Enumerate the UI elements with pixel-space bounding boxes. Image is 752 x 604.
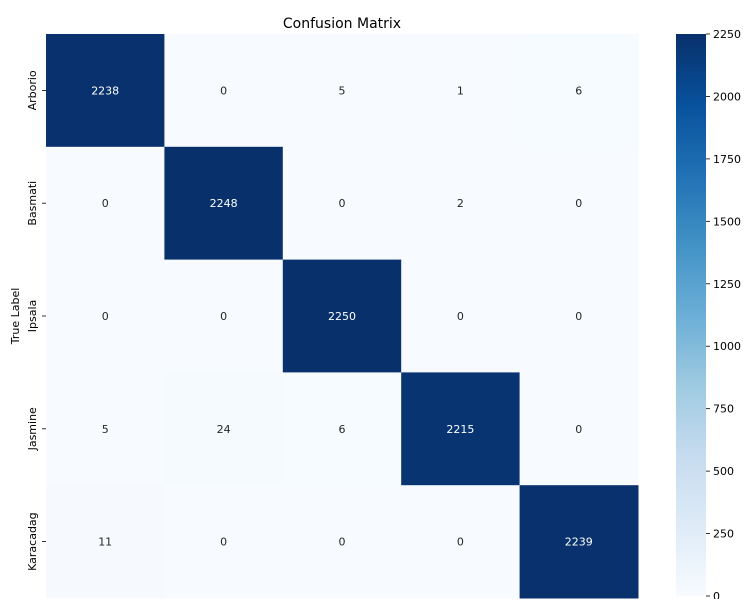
cell-value-label: 0 <box>220 536 227 549</box>
heatmap-cell <box>282 372 402 486</box>
cell-value-label: 2215 <box>446 423 474 436</box>
row-tick-label: Karacadag <box>26 512 39 571</box>
colorbar-gradient <box>676 34 706 596</box>
heatmap-cell <box>401 372 521 486</box>
cell-value-label: 2248 <box>210 197 238 210</box>
colorbar-tick-label: 500 <box>713 465 734 478</box>
heatmap-cell <box>46 485 165 599</box>
heatmap-cell <box>519 485 639 599</box>
colorbar-tick-label: 1250 <box>713 278 741 291</box>
cell-value-label: 0 <box>339 197 346 210</box>
cell-value-label: 6 <box>575 84 582 97</box>
cell-value-label: 2238 <box>91 84 119 97</box>
heatmap-cell <box>164 372 284 486</box>
colorbar-tick-label: 1500 <box>713 215 741 228</box>
cell-value-label: 2 <box>457 197 464 210</box>
cell-value-label: 0 <box>575 423 582 436</box>
heatmap-cell <box>401 34 521 148</box>
cell-value-label: 0 <box>102 310 109 323</box>
cell-value-label: 2239 <box>565 536 593 549</box>
heatmap-cell <box>164 485 284 599</box>
heatmap-cells <box>46 34 639 599</box>
heatmap-cell <box>46 259 165 373</box>
chart-title: Confusion Matrix <box>283 16 401 32</box>
heatmap-cell <box>401 146 521 261</box>
heatmap-cell <box>164 34 284 148</box>
heatmap-cell <box>164 146 284 261</box>
heatmap-cell <box>519 259 639 373</box>
heatmap-cell <box>282 34 402 148</box>
colorbar-tick-label: 2000 <box>713 90 741 103</box>
heatmap-cell <box>519 146 639 261</box>
cell-value-label: 1 <box>457 84 464 97</box>
cell-value-label: 5 <box>339 84 346 97</box>
cell-value-label: 24 <box>217 423 231 436</box>
row-tick-label: Jasmine <box>26 407 39 451</box>
cell-value-label: 6 <box>339 423 346 436</box>
heatmap-cell <box>46 146 165 261</box>
cell-value-label: 0 <box>102 197 109 210</box>
heatmap-cell <box>46 372 165 486</box>
colorbar-tick-label: 750 <box>713 403 734 416</box>
cell-value-label: 0 <box>339 536 346 549</box>
heatmap-cell <box>519 34 639 148</box>
colorbar-tick-label: 1000 <box>713 340 741 353</box>
y-axis-label: True Label <box>9 288 22 346</box>
heatmap-cell <box>519 372 639 486</box>
row-tick-labels: Arborio Basmati Ipsala Jasmine Karacadag <box>26 70 46 571</box>
colorbar-tick-label: 1750 <box>713 153 741 166</box>
cell-value-label: 0 <box>575 197 582 210</box>
heatmap-cell <box>401 485 521 599</box>
heatmap-cell <box>401 259 521 373</box>
row-tick-label: Ipsala <box>26 300 39 333</box>
heatmap-cell <box>282 259 402 373</box>
cell-value-label: 0 <box>457 536 464 549</box>
colorbar-tick-label: 0 <box>713 590 720 599</box>
colorbar-tick-label: 250 <box>713 528 734 541</box>
heatmap-cell <box>282 485 402 599</box>
cell-value-label: 0 <box>457 310 464 323</box>
cell-value-label: 2250 <box>328 310 356 323</box>
cell-value-label: 0 <box>220 310 227 323</box>
heatmap-cell <box>164 259 284 373</box>
cell-value-label: 0 <box>220 84 227 97</box>
cell-value-label: 11 <box>98 536 112 549</box>
heatmap-cell <box>282 146 402 261</box>
heatmap-cell <box>46 34 165 148</box>
cell-value-label: 0 <box>575 310 582 323</box>
cell-value-labels: 2238 0 5 1 6 0 2248 0 2 0 0 0 2250 0 0 5 24 6 2215 0 11 0 0 0 22… <box>91 84 593 548</box>
cell-value-label: 5 <box>102 423 109 436</box>
colorbar-tick-label: 2250 <box>713 28 741 41</box>
row-tick-label: Arborio <box>26 70 39 110</box>
row-tick-label: Basmati <box>26 181 39 226</box>
colorbar: 0 250 500 750 1000 1250 1500 1750 2000 2250 <box>676 28 741 603</box>
